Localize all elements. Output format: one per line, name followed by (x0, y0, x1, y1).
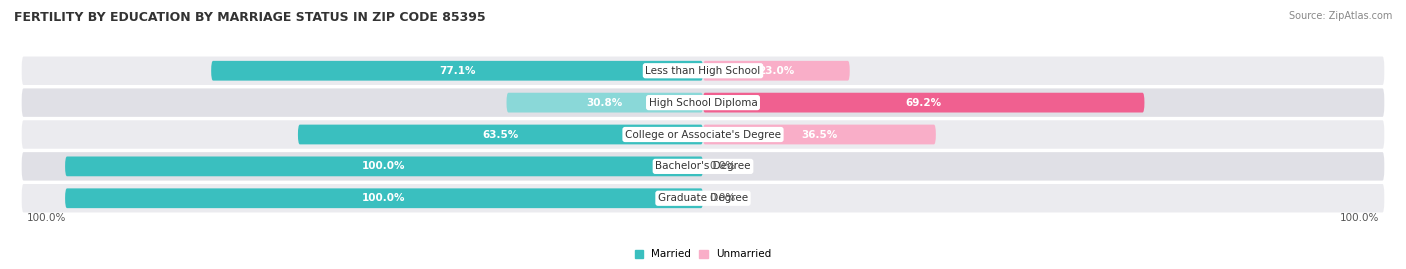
Text: 77.1%: 77.1% (439, 66, 475, 76)
FancyBboxPatch shape (65, 188, 703, 208)
Text: 100.0%: 100.0% (27, 213, 66, 223)
FancyBboxPatch shape (703, 125, 936, 144)
FancyBboxPatch shape (20, 87, 1386, 118)
Text: Source: ZipAtlas.com: Source: ZipAtlas.com (1288, 11, 1392, 21)
Text: FERTILITY BY EDUCATION BY MARRIAGE STATUS IN ZIP CODE 85395: FERTILITY BY EDUCATION BY MARRIAGE STATU… (14, 11, 485, 24)
Text: 0.0%: 0.0% (710, 193, 735, 203)
Text: 100.0%: 100.0% (363, 193, 406, 203)
Text: Bachelor's Degree: Bachelor's Degree (655, 161, 751, 171)
Text: 30.8%: 30.8% (586, 98, 623, 108)
Text: Less than High School: Less than High School (645, 66, 761, 76)
FancyBboxPatch shape (20, 119, 1386, 150)
Text: 100.0%: 100.0% (363, 161, 406, 171)
Text: 63.5%: 63.5% (482, 129, 519, 140)
FancyBboxPatch shape (298, 125, 703, 144)
Text: 23.0%: 23.0% (758, 66, 794, 76)
FancyBboxPatch shape (703, 93, 1144, 112)
FancyBboxPatch shape (703, 61, 849, 81)
Text: Graduate Degree: Graduate Degree (658, 193, 748, 203)
Text: 69.2%: 69.2% (905, 98, 942, 108)
Text: College or Associate's Degree: College or Associate's Degree (626, 129, 780, 140)
FancyBboxPatch shape (20, 183, 1386, 214)
FancyBboxPatch shape (65, 157, 703, 176)
Text: 0.0%: 0.0% (710, 161, 735, 171)
FancyBboxPatch shape (211, 61, 703, 81)
FancyBboxPatch shape (20, 55, 1386, 86)
Text: 36.5%: 36.5% (801, 129, 838, 140)
Legend: Married, Unmarried: Married, Unmarried (630, 245, 776, 264)
FancyBboxPatch shape (20, 151, 1386, 182)
Text: 100.0%: 100.0% (1340, 213, 1379, 223)
FancyBboxPatch shape (506, 93, 703, 112)
Text: High School Diploma: High School Diploma (648, 98, 758, 108)
